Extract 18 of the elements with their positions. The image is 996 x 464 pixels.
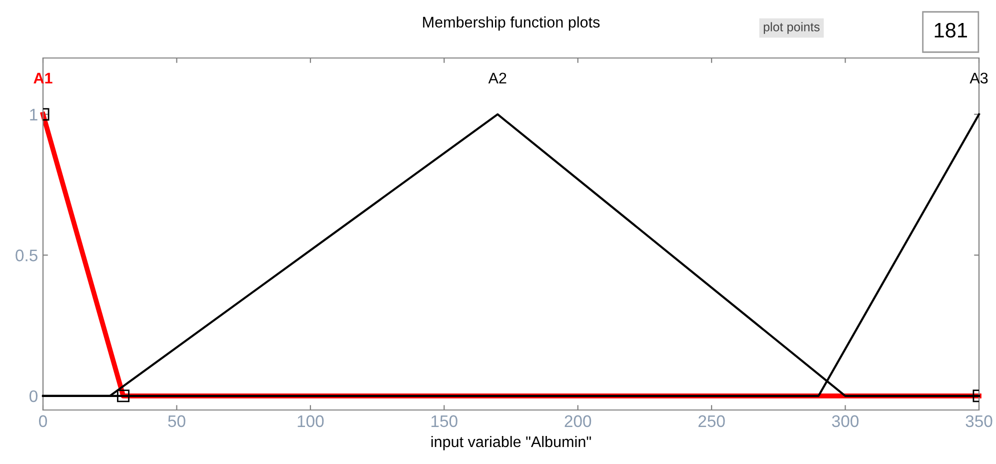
y-tick-label: 1 (30, 108, 38, 120)
x-tick-label: 50 (168, 415, 186, 428)
x-tick-label: 300 (832, 415, 859, 428)
y-tick-label: 0 (30, 390, 38, 402)
chart-title: Membership function plots (423, 16, 600, 31)
x-axis-title: input variable "Albumin" (431, 436, 591, 450)
series-label: A1 (34, 72, 52, 84)
text: A2 (488, 72, 506, 84)
x-tick-label: 0 (39, 415, 47, 428)
y-tick-label: 0.5 (16, 250, 38, 262)
text: 181 (934, 22, 967, 38)
x-tick-label: 150 (432, 415, 458, 428)
text: A3 (970, 72, 988, 84)
x-tick-label: 100 (298, 415, 324, 428)
x-tick-label: 250 (698, 415, 725, 428)
x-tick-label: 200 (564, 415, 592, 428)
x-tick-label: 350 (966, 415, 992, 428)
text: plot points (764, 22, 820, 34)
